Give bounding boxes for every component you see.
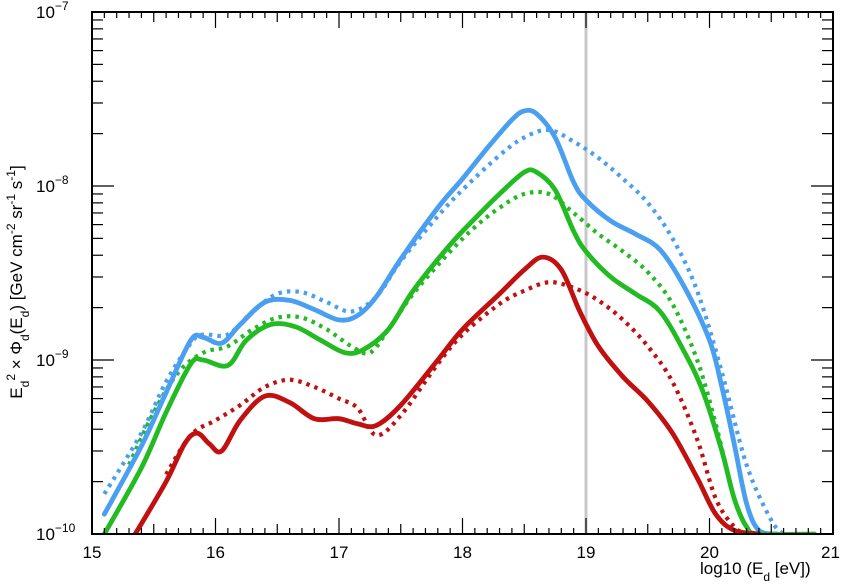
x-axis-label: log10 (Ed [eV])	[700, 559, 811, 584]
series-line-1-solid	[101, 107, 780, 534]
series-line-3-solid	[101, 167, 817, 534]
series-line-2-dotted	[102, 127, 786, 534]
x-tick-label: 17	[330, 543, 349, 562]
series-line-5-solid	[132, 254, 762, 534]
x-tick-label: 19	[577, 543, 596, 562]
x-tick-label: 18	[453, 543, 472, 562]
axis-ticks	[91, 12, 834, 535]
y-tick-label: 10−10	[36, 521, 76, 544]
x-tick-label: 15	[83, 543, 102, 562]
y-axis-label: Ed2 × Φd(Ed) [GeV cm-2 sr-1 s-1]	[4, 165, 32, 398]
x-tick-label: 21	[821, 543, 840, 562]
y-tick-label: 10−7	[36, 0, 69, 22]
series-layer	[101, 12, 817, 534]
y-tick-label: 10−9	[36, 347, 69, 370]
x-tick-label: 16	[206, 543, 225, 562]
y-tick-label: 10−8	[36, 173, 69, 196]
y-axis-label-group: Ed2 × Φd(Ed) [GeV cm-2 sr-1 s-1]	[4, 165, 32, 398]
axis-labels: 15 16 17 18 19 20 21 10−10 10−9 10−8 10−7 log10 (Ed…	[4, 0, 840, 584]
x-tick-label: 20	[700, 543, 719, 562]
